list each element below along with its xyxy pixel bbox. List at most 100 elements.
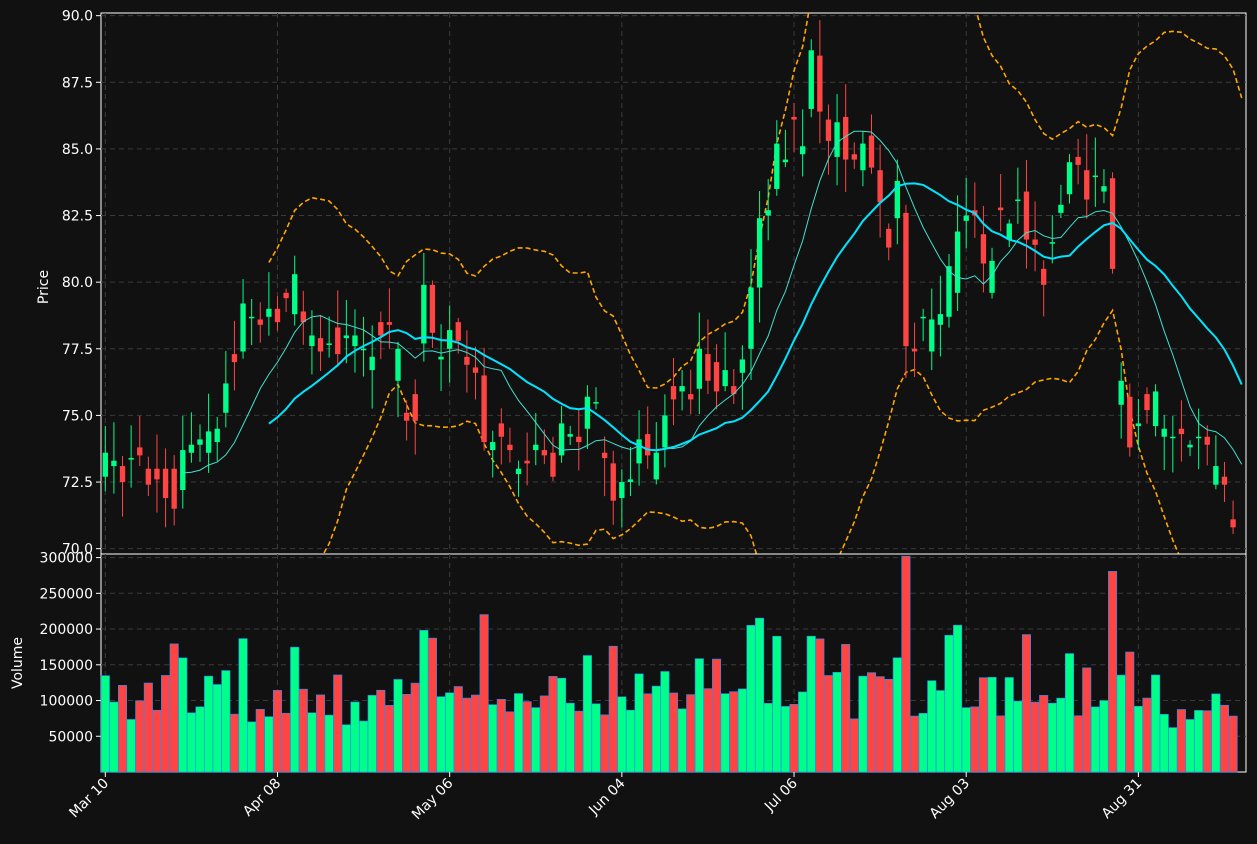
- candle-body: [731, 386, 737, 395]
- volume-bar: [470, 694, 481, 773]
- volume-bar: [178, 657, 188, 773]
- volume-tick-label: 150000: [40, 658, 93, 674]
- volume-bar: [1159, 714, 1169, 773]
- candle-body: [162, 468, 169, 499]
- candle-body: [817, 55, 823, 112]
- volume-bar: [668, 692, 679, 773]
- sma-short-line: [182, 130, 1243, 474]
- price-tick-label: 77.5: [62, 342, 93, 358]
- candle-body: [171, 468, 177, 509]
- price-tick-label: 82.5: [62, 209, 93, 225]
- volume-bar: [694, 658, 704, 773]
- volume-bar: [1099, 700, 1109, 773]
- candle-body: [240, 303, 246, 352]
- volume-bar: [1211, 693, 1221, 773]
- candle-body: [1230, 519, 1236, 528]
- lower-band-line: [322, 308, 1180, 554]
- candle-body: [386, 322, 393, 325]
- candle-body: [989, 260, 995, 293]
- volume-axis-label: Volume: [10, 637, 26, 689]
- volume-bar: [1116, 674, 1126, 773]
- candle-body: [645, 434, 651, 456]
- candle-body: [670, 386, 677, 400]
- volume-bar: [875, 676, 885, 773]
- volume-bar: [806, 635, 816, 773]
- candle-body: [1041, 268, 1047, 285]
- volume-bar: [780, 706, 790, 773]
- candle-body: [352, 335, 358, 347]
- price-tick-label: 80.0: [62, 275, 93, 291]
- candle-body: [1075, 156, 1081, 165]
- volume-bar: [944, 634, 954, 773]
- volume-bars: [100, 555, 1238, 773]
- candle-body: [997, 207, 1004, 211]
- candle-body: [205, 431, 212, 453]
- volume-bar: [901, 555, 911, 773]
- volume-bar: [574, 710, 584, 773]
- volume-bar: [755, 617, 765, 773]
- volume-bar: [927, 680, 937, 773]
- volume-bar: [514, 693, 524, 773]
- volume-bar: [866, 672, 877, 773]
- volume-bar: [1176, 709, 1186, 773]
- volume-bar: [298, 688, 308, 773]
- candle-body: [739, 359, 746, 373]
- volume-bar: [531, 707, 541, 773]
- x-tick-label: Mar 10: [66, 776, 112, 822]
- volume-bar: [135, 700, 145, 773]
- volume-bar: [849, 718, 859, 773]
- candle-body: [868, 135, 875, 168]
- upper-band-line: [268, 13, 1243, 389]
- candle-body: [929, 319, 935, 352]
- volume-bar: [746, 625, 756, 773]
- volume-bar: [350, 701, 360, 773]
- candle-body: [403, 412, 410, 421]
- candle-body: [145, 468, 152, 485]
- candle-body: [799, 146, 806, 155]
- x-tick-label: Aug 31: [1099, 776, 1145, 822]
- candle-body: [963, 215, 969, 221]
- candle-body: [223, 383, 229, 413]
- volume-bar: [1194, 710, 1204, 773]
- candle-body: [455, 322, 461, 341]
- volume-bar: [832, 672, 842, 773]
- candle-body: [1221, 476, 1228, 485]
- candle-body: [1161, 428, 1167, 437]
- price-tick-label: 70.0: [62, 542, 93, 558]
- volume-bar: [970, 706, 980, 773]
- candle-body: [283, 292, 289, 299]
- candle-body: [1084, 170, 1090, 200]
- candle-body: [154, 468, 160, 480]
- x-tick-label: Jul 06: [761, 775, 801, 815]
- volume-bar: [169, 643, 179, 773]
- bollinger-bands: [268, 13, 1243, 554]
- price-tick-label: 90.0: [62, 9, 93, 25]
- candle-body: [180, 450, 186, 491]
- volume-bar: [798, 691, 808, 773]
- candle-body: [558, 423, 565, 456]
- volume-bar: [582, 655, 592, 773]
- volume-bar: [212, 684, 222, 773]
- volume-bar: [1082, 667, 1092, 773]
- volume-bar: [858, 675, 868, 773]
- candle-body: [343, 335, 350, 339]
- candle-body: [119, 466, 126, 483]
- volume-bar: [195, 706, 205, 773]
- candle-body: [1049, 242, 1055, 244]
- volume-bar: [384, 705, 394, 773]
- candle-body: [1144, 394, 1150, 411]
- volume-bar: [634, 673, 644, 773]
- volume-bar: [643, 693, 653, 773]
- volume-bar: [1030, 701, 1040, 773]
- candle-body: [1213, 466, 1219, 485]
- volume-bar: [522, 701, 532, 773]
- candle-body: [705, 354, 711, 381]
- volume-bar: [402, 694, 412, 773]
- candle-body: [1015, 199, 1021, 202]
- volume-bar: [238, 638, 248, 773]
- candle-body: [843, 116, 849, 160]
- volume-bar: [221, 670, 231, 773]
- volume-bar: [307, 712, 317, 773]
- candle-body: [1032, 239, 1038, 245]
- volume-bar: [823, 675, 833, 773]
